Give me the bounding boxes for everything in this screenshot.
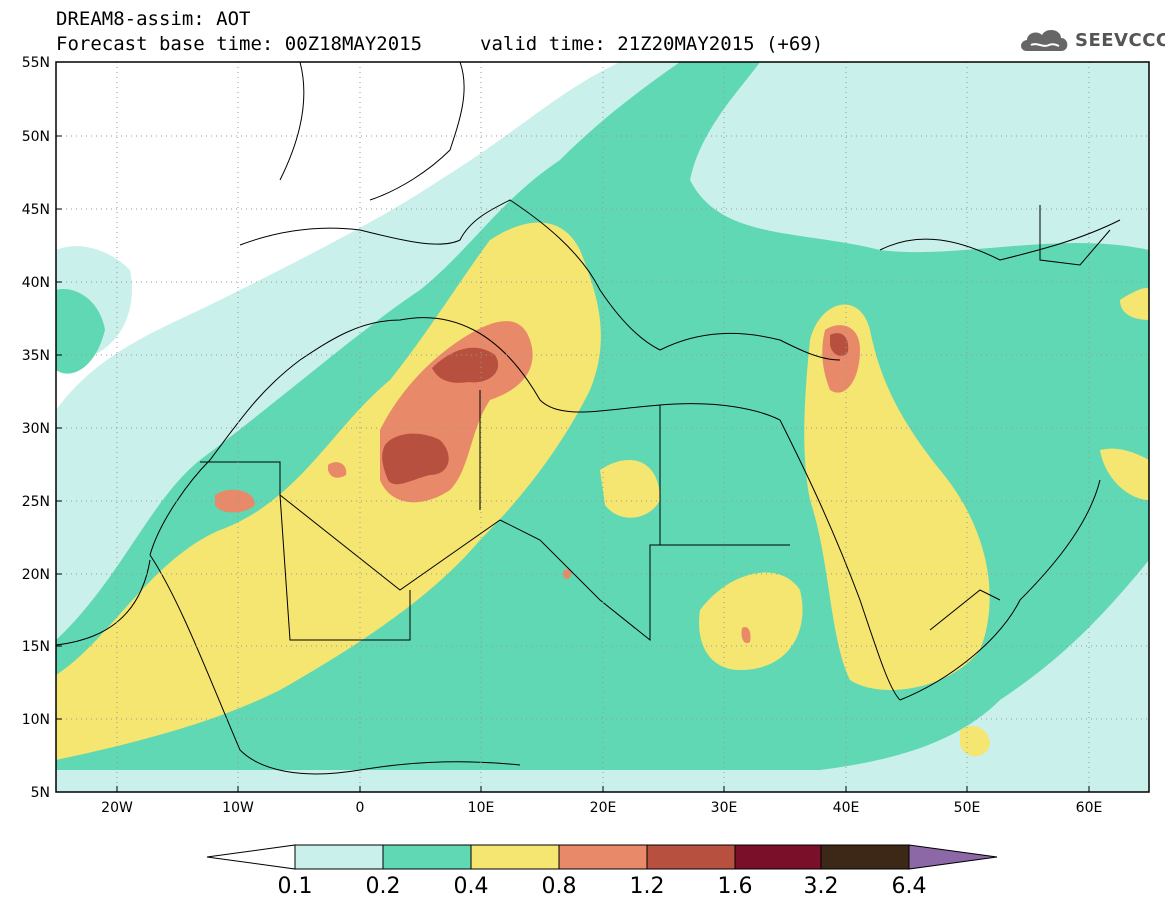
lat-label: 25N	[22, 494, 50, 510]
lat-label: 15N	[22, 639, 50, 655]
lat-label: 5N	[31, 785, 50, 801]
lon-label: 10E	[468, 800, 495, 816]
colorbar-segment	[820, 844, 910, 870]
lon-label: 30E	[711, 800, 738, 816]
axis-ticks	[56, 61, 1090, 792]
aot-level-1.2	[382, 333, 849, 485]
colorbar-segment	[558, 844, 648, 870]
lat-label: 40N	[22, 275, 50, 291]
lon-label: 40E	[833, 800, 860, 816]
lat-label: 20N	[22, 567, 50, 583]
colorbar-label: 6.4	[892, 874, 927, 899]
lat-label: 55N	[22, 55, 50, 71]
lon-label: 50E	[954, 800, 981, 816]
colorbar-high-arrow	[908, 844, 998, 870]
lon-label: 60E	[1076, 800, 1103, 816]
colorbar-segment	[646, 844, 736, 870]
logo-text: SEEVCCC	[1075, 29, 1165, 51]
colorbar: 0.1 0.2 0.4 0.8 1.2 1.6 3.2 6.4	[206, 844, 998, 899]
colorbar-label: 1.2	[630, 874, 665, 899]
latitude-labels: 55N 50N 45N 40N 35N 30N 25N 20N 15N 10N …	[22, 55, 50, 801]
colorbar-segment	[470, 844, 560, 870]
map-title: DREAM8-assim: AOT	[56, 8, 251, 30]
colorbar-label: 0.1	[278, 874, 313, 899]
colorbar-low-arrow	[206, 844, 296, 870]
colorbar-label: 3.2	[804, 874, 839, 899]
lon-label: 20W	[101, 800, 133, 816]
seevccc-logo: SEEVCCC	[1017, 22, 1165, 58]
colorbar-segment	[294, 844, 384, 870]
valid-time: valid time: 21Z20MAY2015 (+69)	[480, 33, 824, 55]
map-grid	[56, 62, 1149, 792]
colorbar-label: 0.8	[542, 874, 577, 899]
lat-label: 30N	[22, 421, 50, 437]
lat-label: 45N	[22, 202, 50, 218]
forecast-base-time: Forecast base time: 00Z18MAY2015	[56, 33, 423, 55]
coastlines-and-borders	[56, 62, 1121, 775]
cloud-icon	[1021, 29, 1068, 51]
colorbar-label: 0.2	[366, 874, 401, 899]
colorbar-label: 1.6	[718, 874, 753, 899]
lon-label: 20E	[590, 800, 617, 816]
lon-label: 0	[356, 800, 365, 816]
lat-label: 50N	[22, 129, 50, 145]
lon-label: 10W	[222, 800, 254, 816]
lat-label: 10N	[22, 712, 50, 728]
longitude-labels: 20W 10W 0 10E 20E 30E 40E 50E 60E	[101, 800, 1102, 816]
colorbar-label: 0.4	[454, 874, 489, 899]
colorbar-segment	[734, 844, 822, 870]
lat-label: 35N	[22, 348, 50, 364]
colorbar-segment	[382, 844, 472, 870]
